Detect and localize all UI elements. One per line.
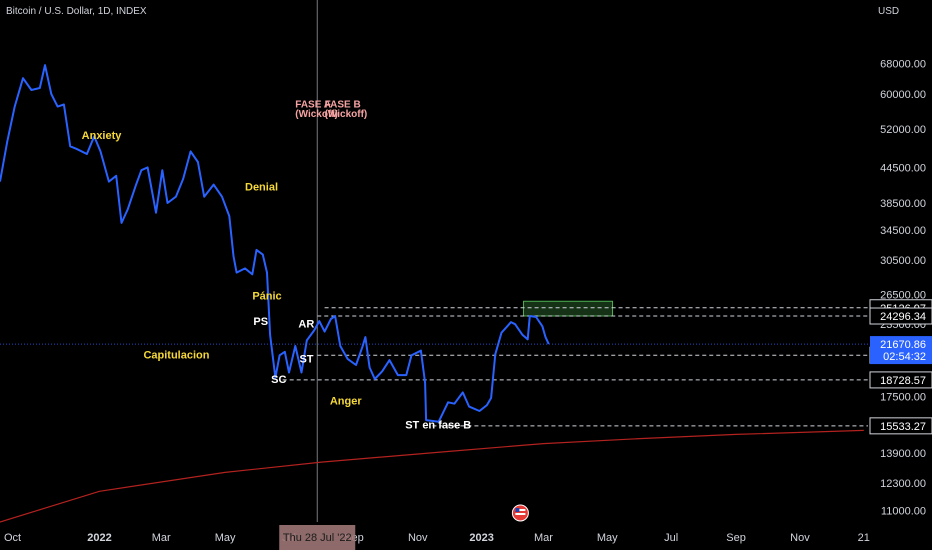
moving-average-line	[0, 429, 864, 523]
price-axis-tick-label: 30500.00	[880, 255, 926, 267]
annotation-label: Capitulacion	[143, 349, 209, 361]
annotation-label: Pánic	[252, 290, 281, 302]
price-level-badge	[869, 371, 932, 389]
annotation-label: PS	[253, 316, 268, 328]
price-axis-tick-label: 17500.00	[880, 392, 926, 404]
price-axis-tick-label: 52000.00	[880, 124, 926, 136]
countdown-label: 02:54:32	[883, 351, 926, 363]
annotation-label: FASE B	[325, 99, 361, 110]
target-zone-box	[523, 300, 614, 317]
time-axis-tick-label: Nov	[408, 532, 428, 544]
price-line	[0, 64, 550, 423]
time-axis-tick-label: Mar	[534, 532, 553, 544]
price-level-badge-label: 15533.27	[880, 421, 926, 433]
current-price-badge	[870, 336, 932, 365]
time-axis-tick-label: 2023	[469, 532, 493, 544]
annotation-label: AR	[298, 318, 314, 330]
annotation-label: (Wickoff)	[295, 109, 338, 120]
crosshair-date-badge	[279, 525, 356, 550]
annotation-label: Denial	[245, 182, 278, 194]
current-price-label: 21670.86	[880, 339, 926, 351]
flag-stripe-icon	[515, 513, 526, 515]
price-level-badge-label: 24296.34	[880, 311, 926, 323]
annotation-label: Anxiety	[82, 130, 123, 142]
annotation-label: (Wickoff)	[325, 109, 368, 120]
chart-symbol-title: Bitcoin / U.S. Dollar, 1D, INDEX	[6, 6, 147, 17]
price-axis-tick-label: 44500.00	[880, 162, 926, 174]
annotation-label: SC	[271, 374, 286, 386]
time-axis-tick-label: 21	[858, 532, 870, 544]
price-axis-background	[868, 0, 932, 550]
price-axis-tick-label: 11000.00	[881, 506, 926, 518]
price-level-badge	[869, 417, 932, 435]
price-level-badge-label: 18728.57	[880, 375, 926, 387]
time-axis-tick-label: Jul	[664, 532, 678, 544]
time-axis-tick-label: Sep	[726, 532, 746, 544]
currency-label: USD	[878, 6, 900, 17]
price-level-badge	[869, 307, 932, 325]
price-axis-tick-label: 26500.00	[880, 290, 926, 302]
price-axis-tick-label: 34500.00	[880, 225, 926, 237]
price-axis-tick-label: 12300.00	[880, 478, 926, 490]
price-axis-tick-label: 13900.00	[880, 448, 926, 460]
flag-stripe-icon	[515, 509, 526, 511]
flag-canton-icon	[515, 508, 520, 512]
price-axis-tick-label: 38500.00	[880, 198, 926, 210]
time-axis-tick-label: Oct	[4, 532, 21, 544]
annotation-label: ST en fase B	[405, 419, 471, 431]
crosshair-date-label: Thu 28 Jul '22	[283, 532, 352, 544]
time-axis-tick-label: 2022	[87, 532, 111, 544]
time-axis-tick-label: May	[215, 532, 236, 544]
time-axis-tick-label: Nov	[790, 532, 810, 544]
price-axis-tick-label: 68000.00	[880, 58, 926, 70]
time-axis-tick-label: Mar	[152, 532, 171, 544]
annotation-label: Anger	[330, 395, 363, 407]
annotation-label: ST	[299, 354, 313, 366]
time-axis-tick-label: May	[597, 532, 618, 544]
annotation-label: FASE A	[295, 99, 331, 110]
price-axis-tick-label: 60000.00	[880, 89, 926, 101]
